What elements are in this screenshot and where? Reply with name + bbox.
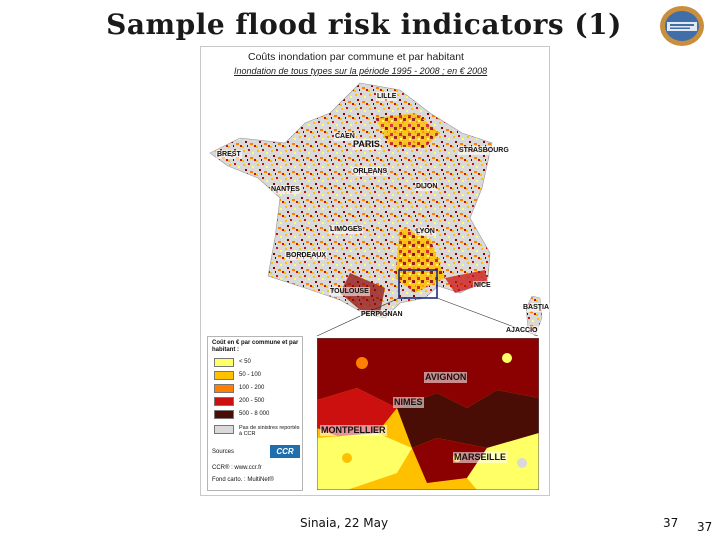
city-label-nantes: NANTES xyxy=(270,185,301,194)
map-legend: Coût en € par commune et par habitant : … xyxy=(207,336,303,491)
city-label-strasbourg: STRASBOURG xyxy=(458,146,510,155)
legend-label: 50 - 100 xyxy=(239,372,262,378)
city-label-nimes: NIMES xyxy=(393,397,424,408)
legend-item: < 50 xyxy=(214,358,302,368)
page-number-duplicate: 37 xyxy=(697,520,713,534)
legend-label: 200 - 500 xyxy=(239,398,265,404)
legend-item: Pas de sinistres reportés à CCR xyxy=(214,425,302,437)
city-label-bastia: BASTIA xyxy=(522,303,551,312)
zoom-box xyxy=(398,269,438,299)
legend-item: 50 - 100 xyxy=(214,371,302,381)
legend-swatch xyxy=(214,410,234,419)
legend-label: 500 - 8 000 xyxy=(239,411,270,417)
organization-logo xyxy=(660,6,704,46)
city-label-marseille: MARSEILLE xyxy=(453,452,508,463)
city-label-lille: LILLE xyxy=(376,92,398,101)
legend-swatch xyxy=(214,358,234,367)
city-label-caen: CAEN xyxy=(334,132,356,141)
legend-item: 100 - 200 xyxy=(214,384,302,394)
city-label-orleans: ORLEANS xyxy=(352,167,389,176)
city-label-bordeaux: BORDEAUX xyxy=(285,251,328,260)
high-risk-zone-cote-azur xyxy=(445,270,488,293)
city-label-ajaccio: AJACCIO xyxy=(505,326,539,335)
page-number: 37 xyxy=(663,516,679,530)
ccr-logo: CCR xyxy=(270,445,300,458)
legend-label: Pas de sinistres reportés à CCR xyxy=(239,425,300,437)
high-risk-zone-rhone xyxy=(395,228,445,293)
sources-label: Sources xyxy=(212,449,235,455)
legend-item: 500 - 8 000 xyxy=(214,410,302,420)
city-label-montpellier: MONTPELLIER xyxy=(320,425,387,436)
source-line: CCR® : www.ccr.fr xyxy=(212,465,262,471)
zoom-inset-map xyxy=(317,338,539,490)
city-label-limoges: LIMOGES xyxy=(329,225,364,234)
legend-swatch xyxy=(214,397,234,406)
city-label-avignon: AVIGNON xyxy=(424,372,468,383)
map-subtitle: Inondation de tous types sur la période … xyxy=(234,66,488,76)
city-label-toulouse: TOULOUSE xyxy=(329,287,370,296)
legend-title: Coût en € par commune et par habitant : xyxy=(212,340,299,353)
legend-swatch xyxy=(214,384,234,393)
city-label-paris: PARIS xyxy=(352,139,381,150)
legend-swatch xyxy=(214,371,234,380)
map-title: Coûts inondation par commune et par habi… xyxy=(248,51,464,63)
slide-title: Sample flood risk indicators (1) xyxy=(106,8,622,41)
city-label-lyon: LYON xyxy=(415,227,436,236)
legend-label: < 50 xyxy=(239,359,251,365)
legend-swatch xyxy=(214,425,234,434)
city-label-brest: BREST xyxy=(216,150,242,159)
city-label-dijon: DIJON xyxy=(415,182,439,191)
flood-risk-map xyxy=(209,82,543,337)
city-label-perpignan: PERPIGNAN xyxy=(360,310,404,319)
source-line: Fond carto. : MultiNet® xyxy=(212,477,274,483)
city-label-nice: NICE xyxy=(473,281,492,290)
high-risk-zone-north xyxy=(375,113,440,148)
legend-item: 200 - 500 xyxy=(214,397,302,407)
slide-footer: Sinaia, 22 May xyxy=(300,516,389,530)
legend-label: 100 - 200 xyxy=(239,385,265,391)
